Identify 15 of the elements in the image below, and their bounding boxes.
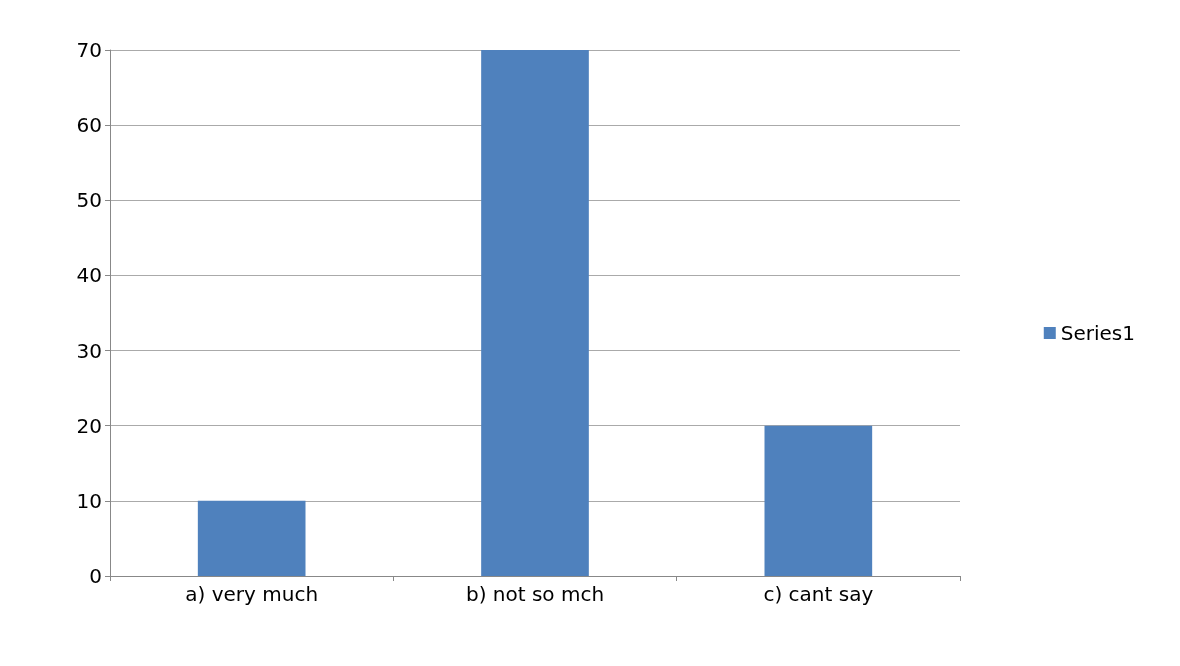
y-tick-label: 0 xyxy=(89,564,102,588)
y-tick-label: 30 xyxy=(76,338,102,363)
x-tick-label: c) cant say xyxy=(763,582,874,606)
bar xyxy=(197,500,306,576)
bar xyxy=(764,425,873,576)
y-tick-label: 40 xyxy=(76,263,102,288)
bar xyxy=(481,50,589,576)
legend-label: Series1 xyxy=(1060,321,1136,345)
x-tick-label: b) not so mch xyxy=(465,582,605,606)
y-tick-label: 60 xyxy=(76,113,102,138)
y-tick-label: 20 xyxy=(76,413,102,438)
y-tick-label: 10 xyxy=(76,488,102,513)
x-tick-label: a) very much xyxy=(185,582,319,606)
y-tick-label: 70 xyxy=(76,38,102,62)
y-tick-label: 50 xyxy=(76,188,102,213)
